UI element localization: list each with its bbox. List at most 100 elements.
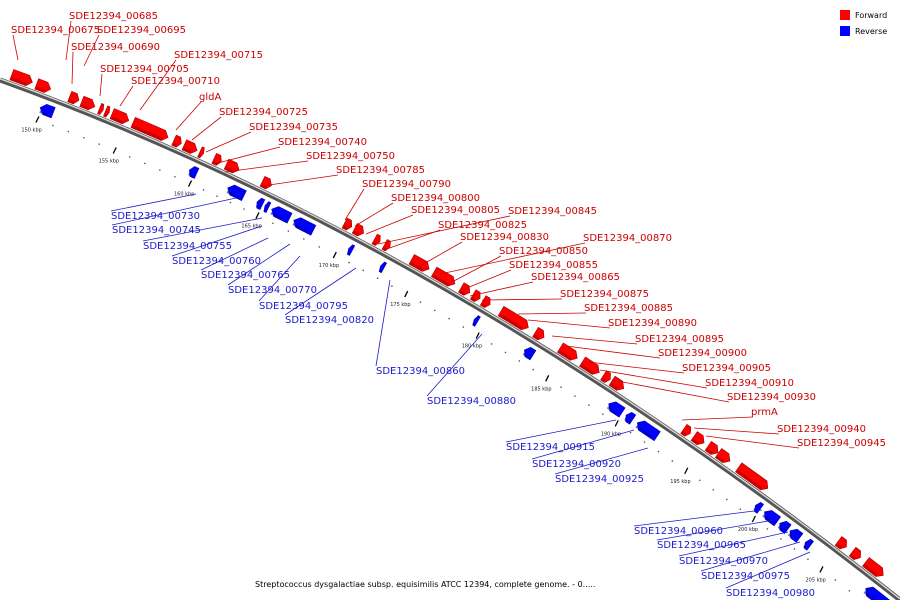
forward-label-leader [354,202,394,227]
forward-gene-label: SDE12394_00725 [219,107,308,118]
kbp-tick-label: 195 kbp [670,479,690,485]
reverse-gene[interactable] [802,538,814,551]
forward-gene[interactable] [97,103,105,115]
reverse-gene[interactable] [291,215,317,236]
kbp-minor-tick [490,343,493,345]
kbp-tick-label: 205 kbp [805,577,825,583]
kbp-minor-tick [602,413,604,415]
forward-gene[interactable] [79,95,97,111]
reverse-gene[interactable] [752,501,765,514]
reverse-gene[interactable] [269,204,293,224]
forward-gene[interactable] [469,289,482,304]
forward-gene[interactable] [181,139,199,156]
reverse-gene-label: SDE12394_00755 [143,241,232,252]
reverse-gene-label: SDE12394_00760 [172,256,261,267]
reverse-gene-label: SDE12394_00915 [506,442,595,453]
forward-gene[interactable] [532,327,547,342]
backbone-highlight [0,78,900,600]
forward-label-leader [461,269,512,291]
reverse-gene-label: SDE12394_00820 [285,315,374,326]
reverse-gene-label: SDE12394_00970 [679,556,768,567]
forward-gene[interactable] [834,536,850,552]
reverse-label-leader [678,531,789,557]
forward-gene[interactable] [557,342,580,363]
kbp-tick-label: 175 kbp [390,302,410,308]
kbp-tick-label: 180 kbp [462,344,482,350]
reverse-gene[interactable] [606,399,626,418]
forward-label-leader [175,101,202,131]
forward-gene[interactable] [171,134,184,148]
kbp-minor-tick [348,261,350,264]
forward-gene[interactable] [351,223,366,237]
reverse-gene[interactable] [346,244,356,256]
reverse-label-leader [700,541,801,572]
forward-gene-label: SDE12394_00845 [508,206,597,217]
forward-gene[interactable] [408,254,432,273]
legend: Forward Reverse [840,10,887,36]
kbp-tick-mark [545,375,550,382]
forward-gene[interactable] [600,370,614,385]
reverse-gene-label: SDE12394_00730 [111,211,200,222]
kbp-minor-tick [391,285,393,287]
forward-label-leader [587,361,685,374]
kbp-minor-tick [629,431,632,434]
forward-gene[interactable] [430,266,457,288]
kbp-minor-tick [419,301,422,303]
reverse-gene[interactable] [634,418,661,442]
forward-gene[interactable] [862,557,886,579]
kbp-minor-tick [448,317,450,320]
forward-gene-label: SDE12394_00695 [97,25,186,36]
reverse-gene[interactable] [225,183,247,202]
forward-gene[interactable] [211,153,224,166]
forward-gene[interactable] [109,108,131,126]
forward-gene[interactable] [680,423,694,438]
kbp-minor-tick [462,326,465,328]
forward-gene[interactable] [130,116,170,142]
kbp-minor-tick [698,479,701,482]
gene-features[interactable] [9,69,894,600]
forward-gene[interactable] [67,91,81,105]
forward-gene-label: gldA [199,92,221,103]
reverse-gene[interactable] [787,526,804,543]
forward-gene[interactable] [497,305,531,332]
forward-label-leader [224,160,309,173]
reverse-gene[interactable] [777,519,792,534]
reverse-gene[interactable] [862,584,894,600]
reverse-gene[interactable] [255,197,266,211]
forward-gene[interactable] [371,233,383,247]
legend-reverse-label: Reverse [855,27,887,36]
forward-gene[interactable] [735,462,771,493]
forward-gene[interactable] [608,375,627,393]
reverse-gene[interactable] [522,345,537,361]
forward-gene-label: SDE12394_00710 [131,76,220,87]
forward-gene[interactable] [690,431,707,448]
kbp-minor-tick [52,124,54,127]
forward-gene[interactable] [714,448,733,466]
reverse-gene[interactable] [262,201,272,213]
reverse-gene[interactable] [38,103,56,119]
forward-gene[interactable] [197,146,206,159]
forward-gene[interactable] [704,440,721,457]
forward-label-leader [191,116,222,141]
kbp-minor-tick [159,169,161,171]
kbp-minor-tick [848,589,851,592]
reverse-gene[interactable] [471,315,481,327]
reverse-gene[interactable] [623,411,637,425]
reverse-gene[interactable] [378,261,388,274]
forward-gene[interactable] [34,78,53,95]
forward-gene[interactable] [579,356,602,377]
forward-gene-label: SDE12394_00885 [584,303,673,314]
forward-gene[interactable] [341,217,354,231]
kbp-tick-mark [819,566,824,573]
forward-label-leader [611,379,730,403]
forward-gene[interactable] [9,69,34,88]
forward-gene[interactable] [848,546,864,562]
forward-gene[interactable] [103,105,111,118]
reverse-gene[interactable] [187,165,200,179]
reverse-gene[interactable] [761,507,782,527]
reverse-gene-label: SDE12394_00925 [555,474,644,485]
kbp-tick-mark [475,332,480,339]
forward-gene[interactable] [479,295,492,310]
reverse-label-leader [375,279,391,367]
reverse-label-leader [426,333,483,397]
